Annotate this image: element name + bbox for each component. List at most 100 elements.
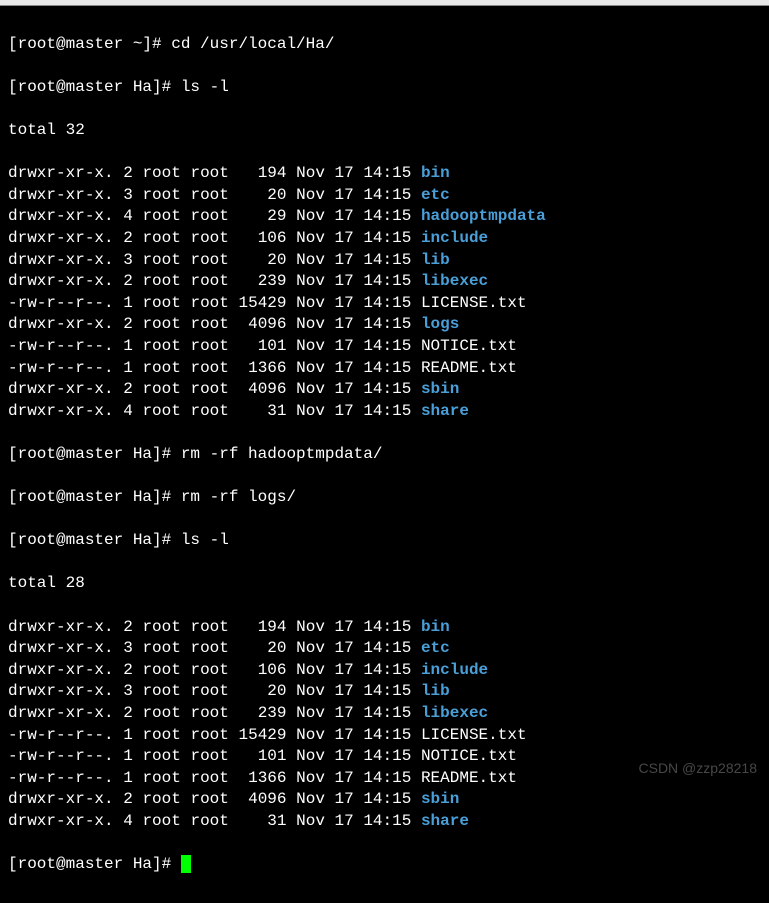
date: Nov 17 14:15	[296, 164, 411, 182]
listing-row: -rw-r--r--. 1 root root 101 Nov 17 14:15…	[8, 336, 761, 358]
filename: sbin	[421, 380, 459, 398]
listing-row: drwxr-xr-x. 4 root root 31 Nov 17 14:15 …	[8, 811, 761, 833]
watermark: CSDN @zzp28218	[639, 759, 758, 778]
perm: drwxr-xr-x.	[8, 380, 114, 398]
links: 2	[123, 380, 133, 398]
links: 2	[123, 790, 133, 808]
listing-row: drwxr-xr-x. 4 root root 31 Nov 17 14:15 …	[8, 401, 761, 423]
perm: -rw-r--r--.	[8, 747, 114, 765]
command-text: cd /usr/local/Ha/	[171, 35, 334, 53]
perm: drwxr-xr-x.	[8, 639, 114, 657]
file-listing: drwxr-xr-x. 2 root root 194 Nov 17 14:15…	[8, 617, 761, 833]
listing-row: drwxr-xr-x. 3 root root 20 Nov 17 14:15 …	[8, 185, 761, 207]
owner: root	[142, 380, 180, 398]
date: Nov 17 14:15	[296, 790, 411, 808]
command-text: rm -rf hadooptmpdata/	[181, 445, 383, 463]
owner: root	[142, 402, 180, 420]
owner: root	[142, 790, 180, 808]
size: 101	[238, 747, 286, 765]
group: root	[190, 186, 228, 204]
listing-row: drwxr-xr-x. 2 root root 4096 Nov 17 14:1…	[8, 314, 761, 336]
filename: lib	[421, 682, 450, 700]
date: Nov 17 14:15	[296, 207, 411, 225]
date: Nov 17 14:15	[296, 661, 411, 679]
group: root	[190, 618, 228, 636]
perm: drwxr-xr-x.	[8, 812, 114, 830]
size: 20	[238, 186, 286, 204]
prompt: [root@master Ha]#	[8, 531, 181, 549]
group: root	[190, 769, 228, 787]
links: 2	[123, 661, 133, 679]
filename: README.txt	[421, 769, 517, 787]
filename: lib	[421, 251, 450, 269]
links: 3	[123, 186, 133, 204]
filename: libexec	[421, 704, 488, 722]
cursor	[181, 855, 191, 873]
owner: root	[142, 704, 180, 722]
size: 20	[238, 682, 286, 700]
group: root	[190, 790, 228, 808]
size: 239	[238, 272, 286, 290]
size: 101	[238, 337, 286, 355]
group: root	[190, 402, 228, 420]
perm: drwxr-xr-x.	[8, 661, 114, 679]
links: 3	[123, 682, 133, 700]
filename: share	[421, 812, 469, 830]
links: 2	[123, 315, 133, 333]
size: 31	[238, 402, 286, 420]
owner: root	[142, 294, 180, 312]
date: Nov 17 14:15	[296, 682, 411, 700]
date: Nov 17 14:15	[296, 812, 411, 830]
group: root	[190, 359, 228, 377]
date: Nov 17 14:15	[296, 359, 411, 377]
perm: drwxr-xr-x.	[8, 402, 114, 420]
listing-row: drwxr-xr-x. 2 root root 106 Nov 17 14:15…	[8, 660, 761, 682]
command-line: [root@master Ha]# rm -rf hadooptmpdata/	[8, 444, 761, 466]
size: 20	[238, 639, 286, 657]
owner: root	[142, 682, 180, 700]
perm: drwxr-xr-x.	[8, 272, 114, 290]
links: 3	[123, 639, 133, 657]
command-line: [root@master Ha]# rm -rf logs/	[8, 487, 761, 509]
listing-row: drwxr-xr-x. 2 root root 4096 Nov 17 14:1…	[8, 789, 761, 811]
perm: -rw-r--r--.	[8, 359, 114, 377]
links: 1	[123, 337, 133, 355]
date: Nov 17 14:15	[296, 272, 411, 290]
listing-row: drwxr-xr-x. 3 root root 20 Nov 17 14:15 …	[8, 638, 761, 660]
file-listing: drwxr-xr-x. 2 root root 194 Nov 17 14:15…	[8, 163, 761, 422]
owner: root	[142, 251, 180, 269]
perm: drwxr-xr-x.	[8, 186, 114, 204]
group: root	[190, 294, 228, 312]
links: 4	[123, 812, 133, 830]
date: Nov 17 14:15	[296, 726, 411, 744]
perm: drwxr-xr-x.	[8, 682, 114, 700]
command-text: ls -l	[181, 531, 229, 549]
listing-row: drwxr-xr-x. 3 root root 20 Nov 17 14:15 …	[8, 681, 761, 703]
filename: etc	[421, 639, 450, 657]
links: 1	[123, 747, 133, 765]
links: 2	[123, 164, 133, 182]
listing-row: -rw-r--r--. 1 root root 15429 Nov 17 14:…	[8, 293, 761, 315]
size: 106	[238, 661, 286, 679]
perm: drwxr-xr-x.	[8, 229, 114, 247]
owner: root	[142, 186, 180, 204]
group: root	[190, 747, 228, 765]
owner: root	[142, 337, 180, 355]
date: Nov 17 14:15	[296, 229, 411, 247]
owner: root	[142, 769, 180, 787]
group: root	[190, 207, 228, 225]
links: 2	[123, 229, 133, 247]
owner: root	[142, 229, 180, 247]
perm: -rw-r--r--.	[8, 337, 114, 355]
command-text: ls -l	[181, 78, 229, 96]
links: 2	[123, 704, 133, 722]
date: Nov 17 14:15	[296, 186, 411, 204]
links: 1	[123, 769, 133, 787]
prompt: [root@master Ha]#	[8, 78, 181, 96]
filename: etc	[421, 186, 450, 204]
perm: drwxr-xr-x.	[8, 207, 114, 225]
perm: -rw-r--r--.	[8, 294, 114, 312]
links: 2	[123, 618, 133, 636]
listing-row: drwxr-xr-x. 2 root root 4096 Nov 17 14:1…	[8, 379, 761, 401]
date: Nov 17 14:15	[296, 315, 411, 333]
